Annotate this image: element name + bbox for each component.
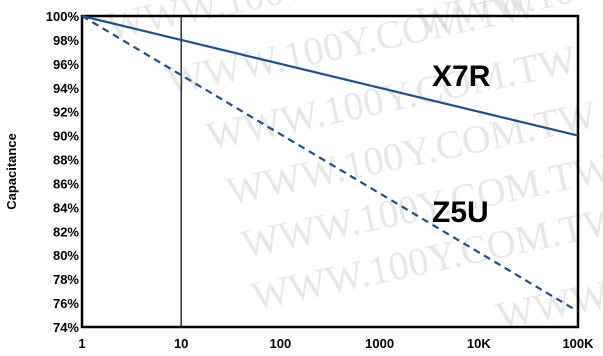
series-layer: X7R Z5U — [81, 14, 579, 313]
y-tick-label: 90% — [53, 129, 79, 144]
y-tick-label: 86% — [53, 176, 79, 191]
y-tick-label: 100% — [46, 9, 80, 24]
watermark-text: WWW.100Y.COM.TW — [413, 0, 603, 44]
series-label-z5u: Z5U — [432, 196, 489, 229]
y-tick-label: 84% — [53, 200, 79, 215]
series-line-x7r — [81, 14, 579, 137]
x-tick-label: 10K — [467, 336, 491, 351]
x-tick-label: 1000 — [365, 336, 394, 351]
x-axis-ticks: 1 10 100 1000 10K 100K — [78, 336, 594, 351]
y-tick-label: 74% — [53, 320, 79, 335]
x-tick-label: 1 — [78, 336, 85, 351]
y-tick-label: 76% — [53, 296, 79, 311]
y-tick-label: 94% — [53, 81, 79, 96]
x-tick-label: 10 — [174, 336, 188, 351]
x-tick-label: 100 — [270, 336, 292, 351]
y-tick-label: 98% — [53, 33, 79, 48]
y-tick-label: 92% — [53, 105, 79, 120]
y-tick-label: 78% — [53, 272, 79, 287]
y-tick-label: 96% — [53, 57, 79, 72]
watermark-layer: WWW.100Y.COM.TWWWW.100Y.COM.TWWWW.100Y.C… — [103, 0, 603, 339]
y-tick-label: 80% — [53, 248, 79, 263]
y-tick-label: 88% — [53, 153, 79, 168]
x-tick-label: 100K — [562, 336, 594, 351]
y-axis-ticks: 100% 98% 96% 94% 92% 90% 88% 86% 84% 82% 80% 78% 76%… — [46, 9, 80, 335]
series-label-x7r: X7R — [432, 60, 491, 93]
y-axis-label: Capacitance — [4, 133, 19, 210]
y-tick-label: 82% — [53, 224, 79, 239]
series-line-z5u — [81, 15, 579, 313]
plot-area-frame — [80, 14, 580, 329]
